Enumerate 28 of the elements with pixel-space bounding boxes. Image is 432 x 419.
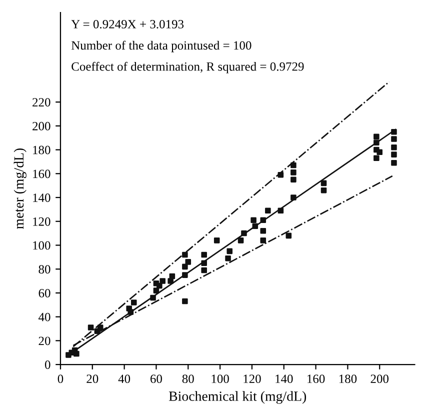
y-tick-label: 140 [33,194,50,202]
annotation: Number of the data pointused = 100 [71,40,252,52]
y-tick-label: 220 [32,98,50,107]
x-tick-label: 20 [86,374,98,384]
x-tick-label: 0 [58,374,64,384]
x-tick-label: 200 [370,374,389,384]
x-tick-label: 80 [182,374,194,384]
x-tick-label: 120 [244,374,261,384]
x-tick-label: 160 [308,374,325,384]
annotation: Coeffect of determination, R squared = 0.9729 [72,62,304,74]
y-tick-label: 40 [38,312,50,322]
y-tick-label: 100 [33,241,50,250]
y-tick-label: 0 [44,360,50,369]
x-axis-title: Biochemical kit (mg/dL) [168,391,306,404]
x-tick-label: 100 [212,374,229,384]
annotation: Y = 0.9249X + 3.0193 [71,20,184,28]
y-tick-label: 180 [33,146,50,154]
y-tick-label: 20 [38,336,50,346]
x-tick-label: 60 [150,374,162,384]
y-axis-title: meter (mg/dL) [14,148,26,229]
y-tick-label: 200 [32,122,50,130]
y-tick-label: 60 [38,288,50,298]
x-tick-label: 140 [276,374,293,384]
y-tick-label: 80 [38,265,50,274]
x-tick-label: 180 [339,374,357,384]
x-tick-label: 40 [118,374,130,384]
y-tick-label: 160 [33,170,50,178]
y-tick-label: 120 [33,217,50,226]
